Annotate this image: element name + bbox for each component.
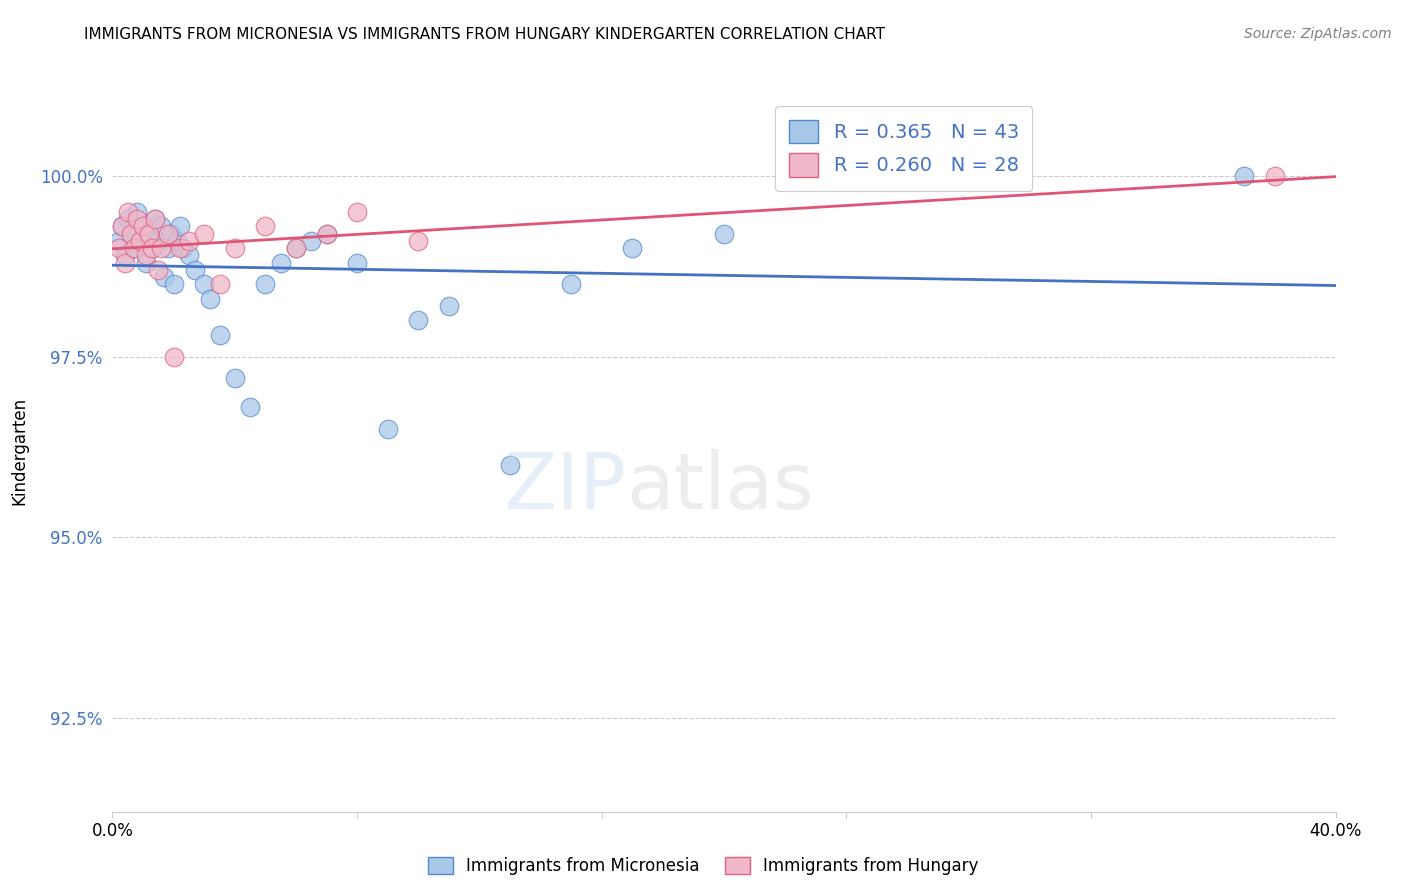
Point <box>138 227 160 241</box>
Point <box>193 277 215 292</box>
Point <box>114 255 136 269</box>
Point <box>163 277 186 292</box>
Point <box>117 205 139 219</box>
Point <box>125 205 148 219</box>
Point <box>166 234 188 248</box>
Point <box>284 241 308 255</box>
Point <box>560 277 582 292</box>
Legend: Immigrants from Micronesia, Immigrants from Hungary: Immigrants from Micronesia, Immigrants f… <box>419 849 987 884</box>
Text: ZIP: ZIP <box>503 449 626 524</box>
Point <box>224 371 246 385</box>
Point <box>125 212 148 227</box>
Point <box>169 241 191 255</box>
Point <box>132 219 155 234</box>
Point <box>148 234 170 248</box>
Text: IMMIGRANTS FROM MICRONESIA VS IMMIGRANTS FROM HUNGARY KINDERGARTEN CORRELATION C: IMMIGRANTS FROM MICRONESIA VS IMMIGRANTS… <box>84 27 886 42</box>
Point <box>163 350 186 364</box>
Point <box>172 241 194 255</box>
Point <box>315 227 337 241</box>
Point <box>111 219 134 234</box>
Point <box>1264 169 1286 183</box>
Point <box>114 248 136 262</box>
Point <box>184 263 207 277</box>
Point <box>254 219 277 234</box>
Point <box>208 327 231 342</box>
Point <box>122 241 145 255</box>
Point <box>135 255 157 269</box>
Point <box>153 270 176 285</box>
Text: Source: ZipAtlas.com: Source: ZipAtlas.com <box>1244 27 1392 41</box>
Point <box>713 227 735 241</box>
Point <box>200 292 222 306</box>
Point <box>132 219 155 234</box>
Point <box>346 255 368 269</box>
Point <box>1233 169 1256 183</box>
Text: atlas: atlas <box>626 449 814 524</box>
Point <box>120 227 142 241</box>
Legend: R = 0.365   N = 43, R = 0.260   N = 28: R = 0.365 N = 43, R = 0.260 N = 28 <box>775 106 1032 191</box>
Point <box>408 234 430 248</box>
Point <box>156 241 179 255</box>
Point <box>239 400 262 414</box>
Point <box>224 241 246 255</box>
Point <box>437 299 460 313</box>
Point <box>138 227 160 241</box>
Point <box>270 255 292 269</box>
Point <box>499 458 522 472</box>
Y-axis label: Kindergarten: Kindergarten <box>11 396 28 505</box>
Point <box>177 248 200 262</box>
Point <box>129 234 152 248</box>
Point <box>143 212 166 227</box>
Point <box>208 277 231 292</box>
Point <box>284 241 308 255</box>
Point <box>148 263 170 277</box>
Point <box>135 248 157 262</box>
Point <box>129 234 152 248</box>
Point <box>120 227 142 241</box>
Point <box>122 241 145 255</box>
Point <box>141 241 163 255</box>
Point <box>150 219 173 234</box>
Point <box>408 313 430 327</box>
Point <box>315 227 337 241</box>
Point <box>177 234 200 248</box>
Point <box>169 219 191 234</box>
Point <box>150 241 173 255</box>
Point <box>254 277 277 292</box>
Point <box>159 227 181 241</box>
Point <box>107 234 129 248</box>
Point <box>111 219 134 234</box>
Point <box>156 227 179 241</box>
Point <box>143 212 166 227</box>
Point <box>377 422 399 436</box>
Point <box>141 241 163 255</box>
Point <box>621 241 644 255</box>
Point <box>346 205 368 219</box>
Point <box>299 234 322 248</box>
Point <box>107 241 129 255</box>
Point <box>117 212 139 227</box>
Point <box>193 227 215 241</box>
